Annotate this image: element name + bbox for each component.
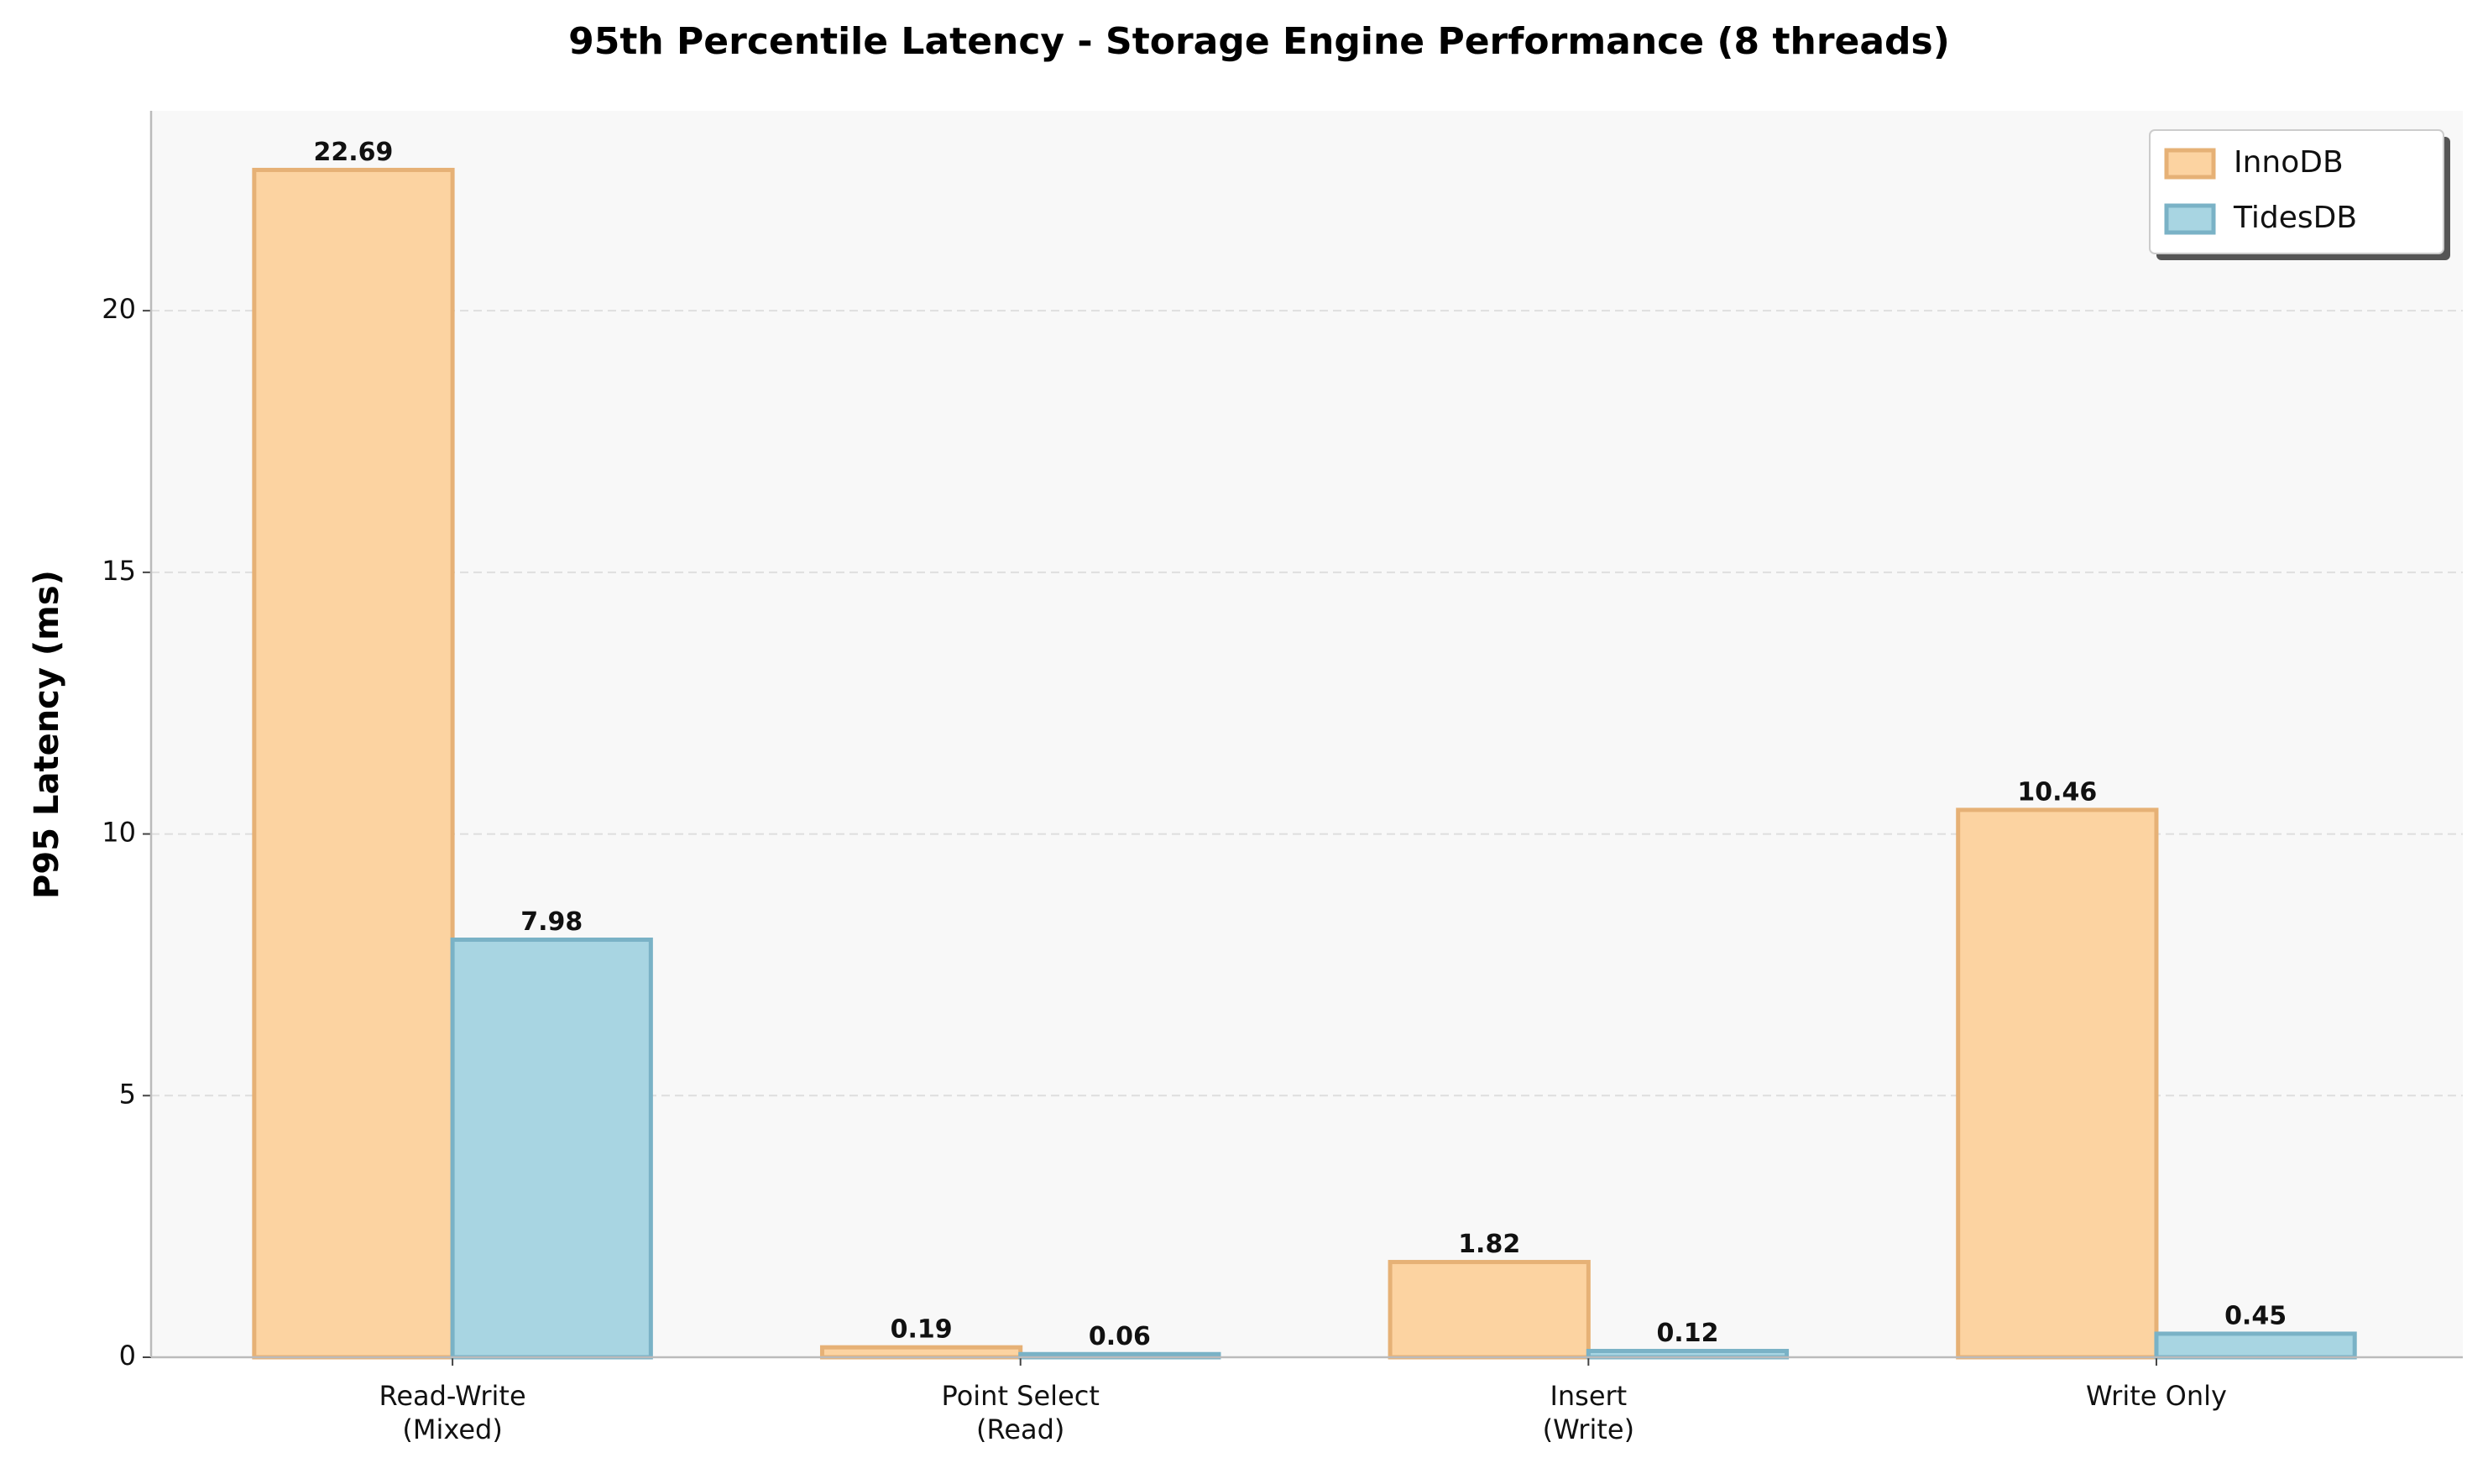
value-label: 7.98	[520, 907, 583, 937]
bar	[252, 167, 455, 1360]
legend-label: InnoDB	[2234, 145, 2344, 180]
x-tick-label: Write Only	[2085, 1380, 2227, 1412]
y-tick-label: 15	[102, 555, 136, 587]
value-label: 0.45	[2224, 1301, 2287, 1330]
y-tick-label: 20	[102, 293, 136, 325]
x-tick-label: Read-Write (Mixed)	[379, 1380, 526, 1445]
bar	[450, 938, 653, 1360]
legend-label: TidesDB	[2233, 201, 2357, 235]
x-tick-label: Point Select (Read)	[941, 1380, 1100, 1445]
value-label: 1.82	[1458, 1230, 1520, 1259]
bar	[819, 1345, 1023, 1360]
value-label: 0.19	[891, 1315, 953, 1345]
y-tick-label: 5	[119, 1078, 136, 1110]
x-tick-label: Insert (Write)	[1542, 1380, 1635, 1445]
value-label: 0.06	[1089, 1322, 1151, 1351]
bar	[2154, 1331, 2357, 1360]
chart-title: 95th Percentile Latency - Storage Engine…	[568, 20, 1950, 63]
legend	[2149, 129, 2444, 254]
legend-swatch	[2164, 203, 2216, 235]
y-tick-label: 10	[102, 817, 136, 849]
value-label: 22.69	[314, 138, 394, 167]
y-tick-label: 0	[119, 1340, 136, 1372]
value-label: 0.12	[1656, 1319, 1718, 1348]
y-axis-label: P95 Latency (ms)	[28, 570, 66, 899]
bar	[1388, 1260, 1591, 1360]
value-label: 10.46	[2017, 777, 2097, 807]
bar	[1956, 807, 2159, 1360]
legend-swatch	[2164, 148, 2216, 180]
